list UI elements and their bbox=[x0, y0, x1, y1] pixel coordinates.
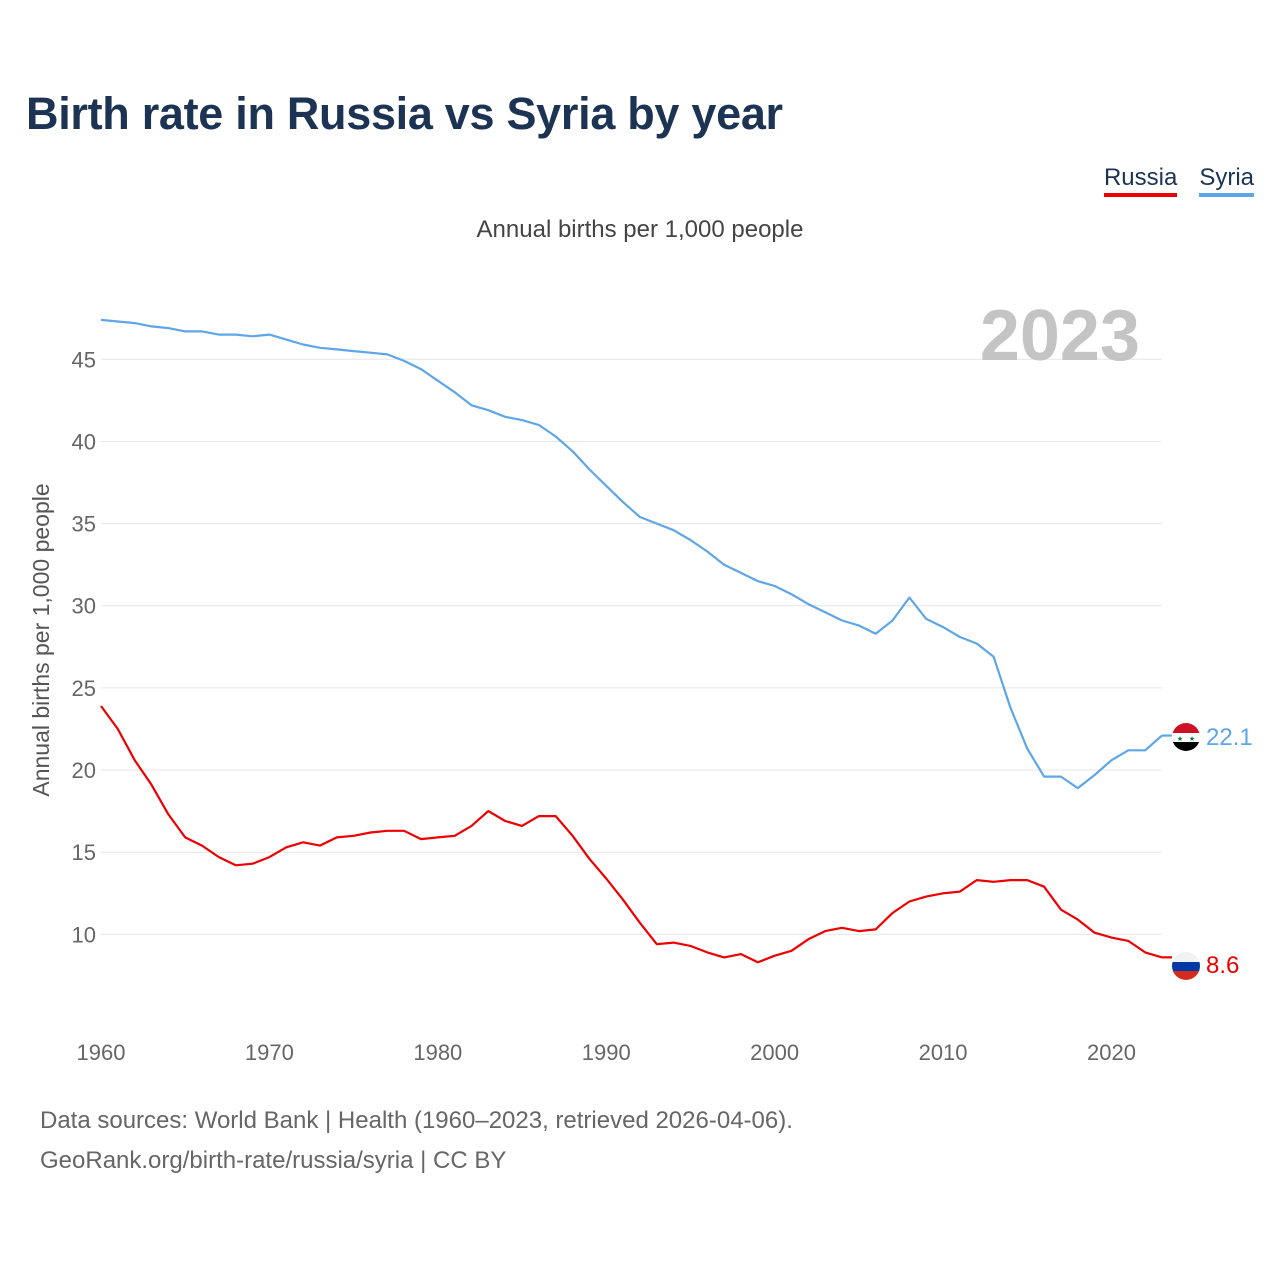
x-tick-label: 1990 bbox=[582, 1040, 631, 1065]
x-tick-label: 2010 bbox=[919, 1040, 968, 1065]
chart-subtitle: Annual births per 1,000 people bbox=[476, 216, 804, 243]
syria-flag-icon: ★ ★ bbox=[1172, 723, 1200, 751]
legend-item-syria[interactable]: Syria bbox=[1199, 164, 1254, 197]
y-axis-title: Annual births per 1,000 people bbox=[28, 483, 54, 796]
y-tick-label: 35 bbox=[72, 512, 96, 537]
series-line-syria[interactable] bbox=[100, 318, 1163, 790]
x-tick-label: 2020 bbox=[1087, 1040, 1136, 1065]
y-tick-label: 25 bbox=[72, 676, 96, 701]
syria-end-label: 22.1 bbox=[1206, 724, 1253, 751]
y-tick-label: 45 bbox=[72, 347, 96, 372]
x-tick-label: 1960 bbox=[77, 1040, 126, 1065]
source-attribution: GeoRank.org/birth-rate/russia/syria | CC… bbox=[40, 1147, 507, 1174]
legend: Russia Syria bbox=[1103, 164, 1254, 197]
source-line: Data sources: World Bank | Health (1960–… bbox=[40, 1107, 793, 1134]
svg-text:★: ★ bbox=[1177, 735, 1183, 743]
y-tick-label: 10 bbox=[72, 922, 96, 947]
x-tick-label: 1970 bbox=[245, 1040, 294, 1065]
y-tick-label: 15 bbox=[72, 840, 96, 865]
russia-end-label: 8.6 bbox=[1206, 952, 1239, 979]
y-tick-label: 40 bbox=[72, 429, 96, 454]
svg-text:★: ★ bbox=[1189, 735, 1195, 743]
axes: 10 15 20 25 30 35 40 45 1960 1970 1980 1990 2000 2010… bbox=[72, 347, 1136, 1065]
series bbox=[100, 318, 1172, 964]
chart-title: Birth rate in Russia vs Syria by year bbox=[26, 88, 783, 139]
legend-item-russia[interactable]: Russia bbox=[1103, 164, 1178, 197]
russia-flag-icon bbox=[1172, 952, 1200, 980]
y-tick-label: 30 bbox=[72, 594, 96, 619]
year-watermark: 2023 bbox=[980, 296, 1140, 376]
x-tick-label: 2000 bbox=[750, 1040, 799, 1065]
gridlines bbox=[101, 358, 1162, 935]
series-line-russia[interactable] bbox=[100, 705, 1163, 964]
y-tick-label: 20 bbox=[72, 758, 96, 783]
x-tick-label: 1980 bbox=[413, 1040, 462, 1065]
